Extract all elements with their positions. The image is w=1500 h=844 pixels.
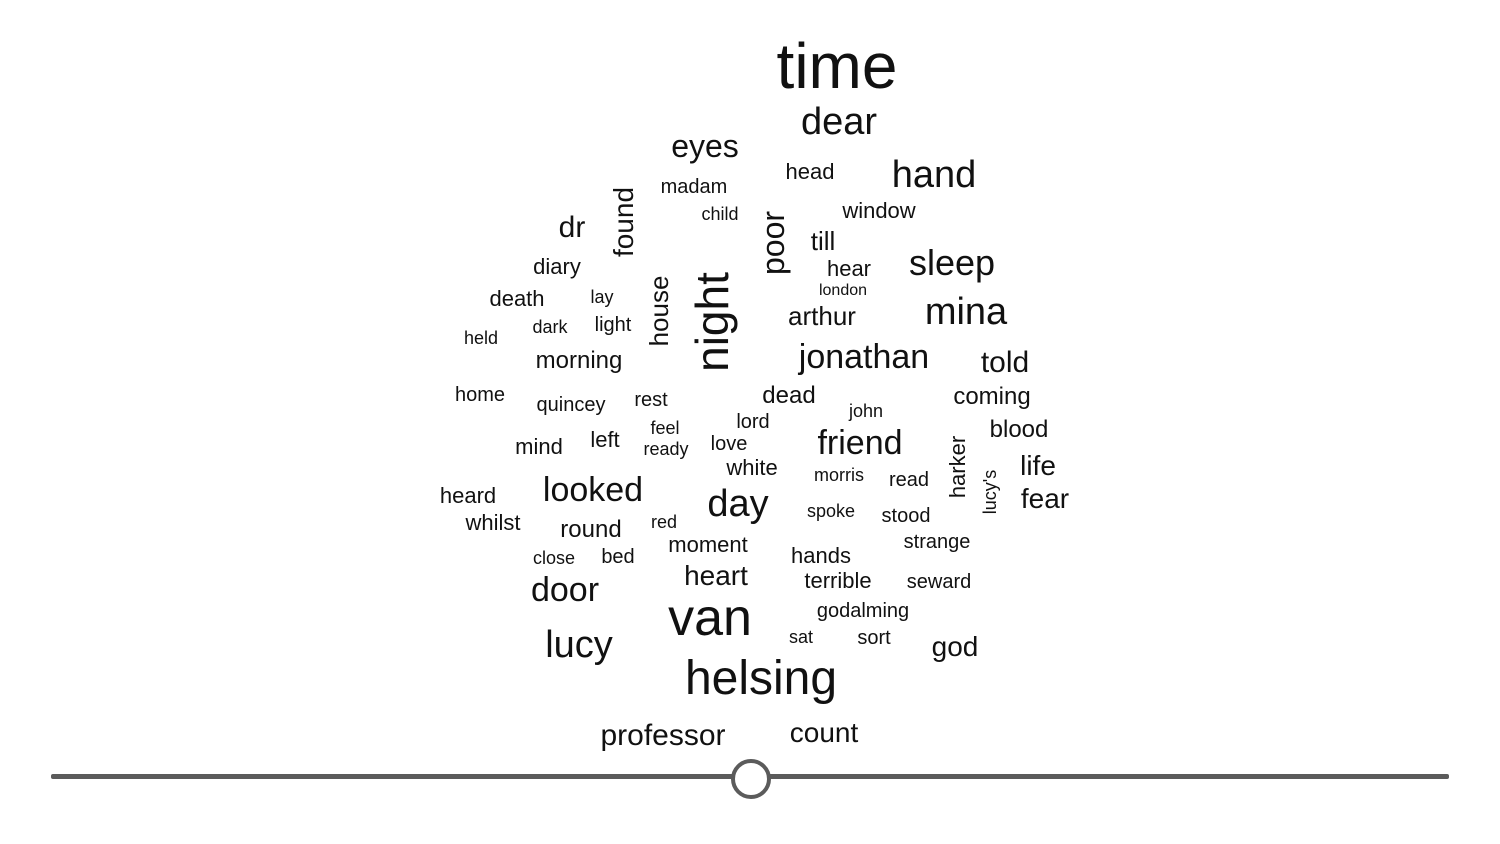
word-cloud-word: blood	[989, 416, 1049, 443]
word-cloud-word: whilst	[465, 510, 521, 535]
word-cloud-word: door	[530, 571, 600, 609]
word-cloud-word: till	[810, 226, 836, 256]
word-cloud-word: godalming	[816, 600, 910, 622]
word-cloud-word: sat	[788, 627, 814, 647]
word-cloud-word: head	[785, 159, 835, 184]
word-cloud-word: hand	[891, 154, 977, 196]
word-cloud-word: night	[686, 272, 738, 372]
word-cloud-word: helsing	[684, 652, 838, 705]
word-cloud-word: morris	[814, 465, 864, 485]
word-cloud-word: death	[489, 286, 545, 311]
word-cloud-word: spoke	[806, 501, 856, 521]
word-cloud-word: house	[644, 275, 674, 347]
word-cloud-word: lay	[590, 287, 614, 307]
word-cloud-word: dark	[532, 317, 568, 337]
word-cloud-word: coming	[953, 383, 1031, 410]
word-cloud-word: rest	[634, 389, 668, 411]
word-cloud-word: mina	[924, 291, 1008, 333]
word-cloud-word: heart	[684, 560, 748, 591]
word-cloud-word: london	[818, 282, 868, 299]
word-cloud-word: strange	[903, 531, 971, 553]
word-cloud-word: diary	[533, 254, 581, 279]
word-cloud-word: quincey	[536, 394, 606, 416]
word-cloud-word: terrible	[804, 568, 872, 593]
word-cloud-word: heard	[439, 483, 497, 508]
word-cloud-word: day	[707, 483, 769, 525]
word-cloud-word: child	[701, 204, 739, 224]
word-cloud-word: round	[560, 516, 622, 543]
word-cloud-word: dead	[762, 382, 816, 409]
word-cloud-word: time	[776, 30, 898, 102]
word-cloud-word: sleep	[908, 242, 996, 283]
word-cloud-word: madam	[660, 176, 728, 198]
word-cloud-word: mind	[515, 434, 563, 459]
word-cloud-word: seward	[906, 571, 972, 593]
word-cloud-word: fear	[1020, 483, 1070, 514]
word-cloud-word: read	[888, 469, 930, 491]
word-cloud-word: friend	[817, 424, 903, 462]
word-cloud-word: ready	[643, 439, 689, 459]
word-cloud-word: jonathan	[798, 338, 930, 376]
word-cloud-word: window	[842, 198, 916, 223]
word-cloud-word: lucy's	[980, 469, 1000, 515]
word-cloud-word: sort	[857, 627, 891, 649]
word-cloud-word: red	[650, 512, 678, 532]
word-cloud-word: professor	[600, 719, 726, 752]
word-cloud-word: van	[668, 589, 752, 647]
word-cloud-word: found	[608, 186, 639, 258]
word-cloud-word: dr	[558, 211, 586, 244]
word-cloud-word: love	[710, 433, 748, 455]
word-cloud-word: bed	[601, 546, 635, 568]
word-cloud-word: home	[454, 384, 506, 406]
word-cloud-word: life	[1020, 450, 1056, 481]
word-cloud-word: feel	[650, 418, 680, 438]
word-cloud-word: left	[590, 427, 620, 452]
word-cloud-word: hear	[826, 256, 872, 281]
word-cloud-word: white	[726, 455, 778, 480]
slider-handle[interactable]	[731, 759, 771, 799]
word-cloud-word: eyes	[671, 128, 739, 164]
word-cloud-word: john	[848, 401, 884, 421]
word-cloud-word: close	[532, 548, 576, 568]
word-cloud-word: looked	[542, 471, 644, 509]
word-cloud-word: dear	[800, 101, 878, 143]
word-cloud-word: arthur	[788, 301, 856, 331]
word-cloud-word: moment	[668, 532, 748, 557]
word-cloud-word: count	[789, 717, 859, 748]
word-cloud-word: god	[931, 631, 979, 662]
word-cloud-word: told	[980, 346, 1030, 379]
word-cloud-word: hands	[791, 543, 851, 568]
word-cloud-word: light	[594, 314, 632, 336]
word-cloud-word: morning	[535, 347, 623, 374]
word-cloud-word: lucy	[545, 624, 613, 666]
word-cloud-word: harker	[945, 435, 970, 499]
word-cloud-word: lord	[736, 411, 770, 433]
word-cloud-word: stood	[881, 505, 931, 527]
word-cloud-word: held	[463, 328, 499, 348]
word-cloud-word: poor	[755, 210, 791, 276]
